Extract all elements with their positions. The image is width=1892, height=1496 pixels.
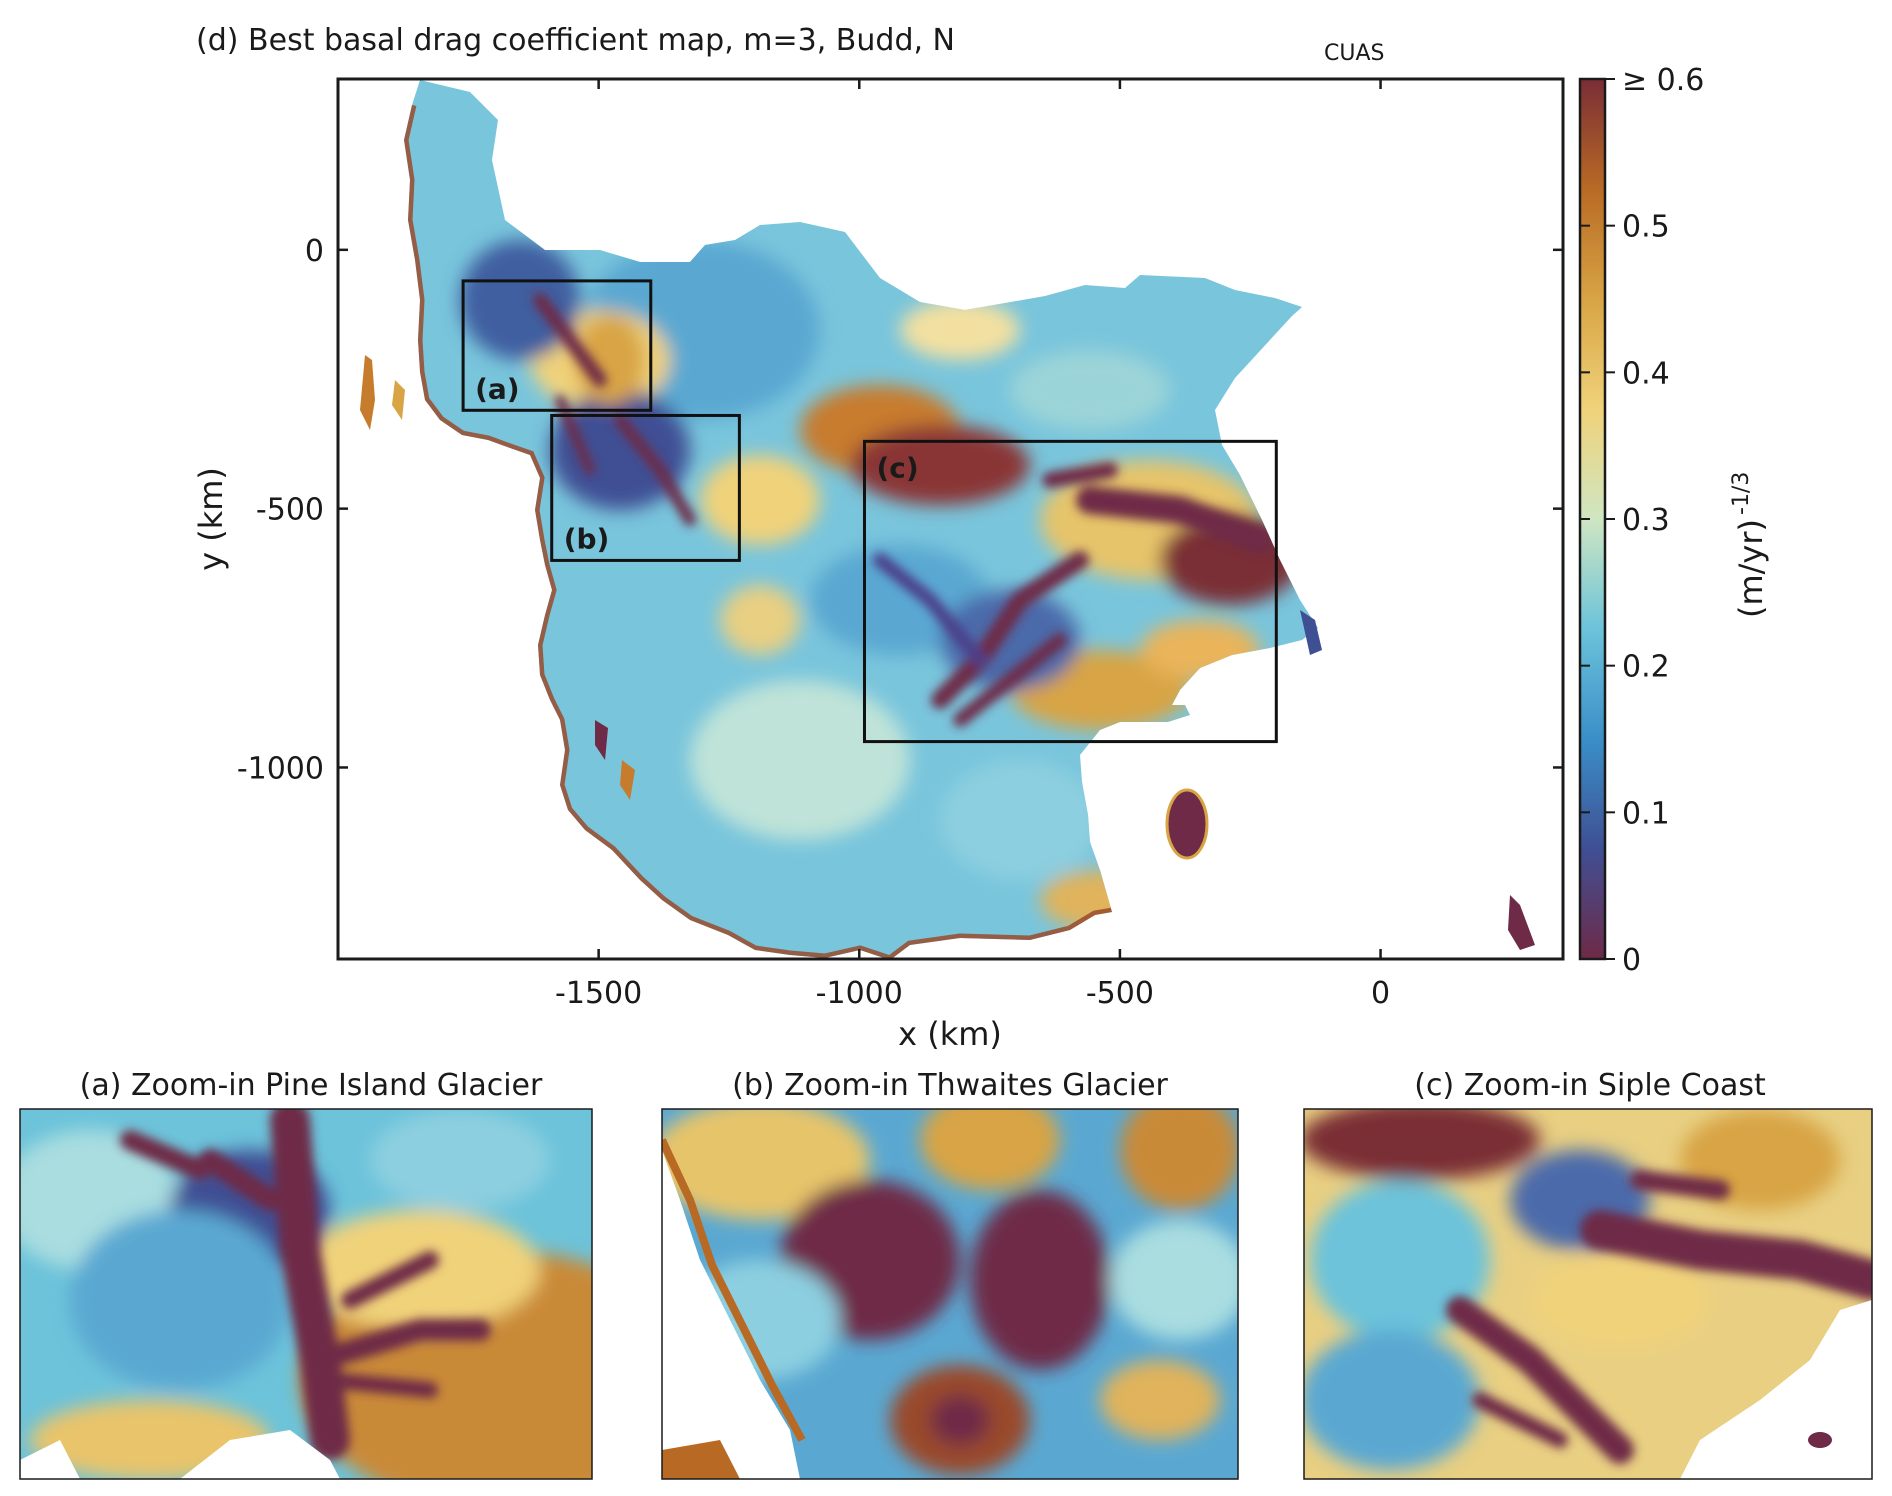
zoom-box xyxy=(550,413,741,562)
y-tick-label: -1000 xyxy=(237,751,324,786)
zoom-boxes: (a) (b) (c) xyxy=(461,279,1278,744)
zoom-box-label: (a) xyxy=(475,372,520,405)
colorbar-tick-label: ≥ 0.6 xyxy=(1622,63,1704,98)
map-axes-frame xyxy=(336,77,1565,961)
colorbar-tick-label: 0.1 xyxy=(1622,796,1670,831)
colorbar-label-superscript: -1/3 xyxy=(1729,472,1754,515)
basal-drag-map xyxy=(360,80,1535,960)
zoom-box-label: (b) xyxy=(564,522,610,555)
x-tick-label: -1500 xyxy=(555,976,642,1011)
y-tick-label: 0 xyxy=(305,234,324,269)
zoom-box xyxy=(862,439,1278,744)
zoom-panel-c: (c) Zoom-in Siple Coast xyxy=(1303,1068,1873,1480)
y-tick-label: -500 xyxy=(256,493,324,528)
x-tick-label: -500 xyxy=(1086,976,1154,1011)
y-axis-label: y (km) xyxy=(192,467,230,571)
colorbar-label-group: (m/yr) -1/3 xyxy=(1729,472,1770,618)
colorbar-ticks: 0 0.1 0.2 0.3 0.4 0.5 ≥ 0.6 xyxy=(1580,63,1704,978)
colorbar-tick-label: 0.3 xyxy=(1622,503,1670,538)
colorbar-tick-label: 0.2 xyxy=(1622,650,1670,685)
zoom-panel-a-title: (a) Zoom-in Pine Island Glacier xyxy=(80,1068,543,1103)
zoom-box xyxy=(461,279,653,412)
x-tick-label: 0 xyxy=(1371,976,1390,1011)
chart-title-subscript: CUAS xyxy=(1324,41,1384,66)
zoom-panel-b: (b) Zoom-in Thwaites Glacier xyxy=(661,1068,1239,1480)
x-axis-label: x (km) xyxy=(898,1015,1002,1053)
colorbar-label: (m/yr) xyxy=(1732,519,1770,618)
zoom-panel-b-title: (b) Zoom-in Thwaites Glacier xyxy=(732,1068,1168,1103)
colorbar-tick-label: 0.5 xyxy=(1622,210,1670,245)
colorbar-tick-label: 0.4 xyxy=(1622,356,1670,391)
chart-title: (d) Best basal drag coefficient map, m=3… xyxy=(196,23,955,58)
y-axis-ticks: 0 -500 -1000 xyxy=(237,234,1563,786)
colorbar-tick-label: 0 xyxy=(1622,943,1641,978)
zoom-panel-c-title: (c) Zoom-in Siple Coast xyxy=(1414,1068,1766,1103)
zoom-box-label: (c) xyxy=(876,451,918,484)
x-tick-label: -1000 xyxy=(816,976,903,1011)
zoom-panel-a: (a) Zoom-in Pine Island Glacier xyxy=(19,1068,593,1480)
x-axis-ticks: -1500 -1000 -500 0 xyxy=(555,79,1390,1011)
